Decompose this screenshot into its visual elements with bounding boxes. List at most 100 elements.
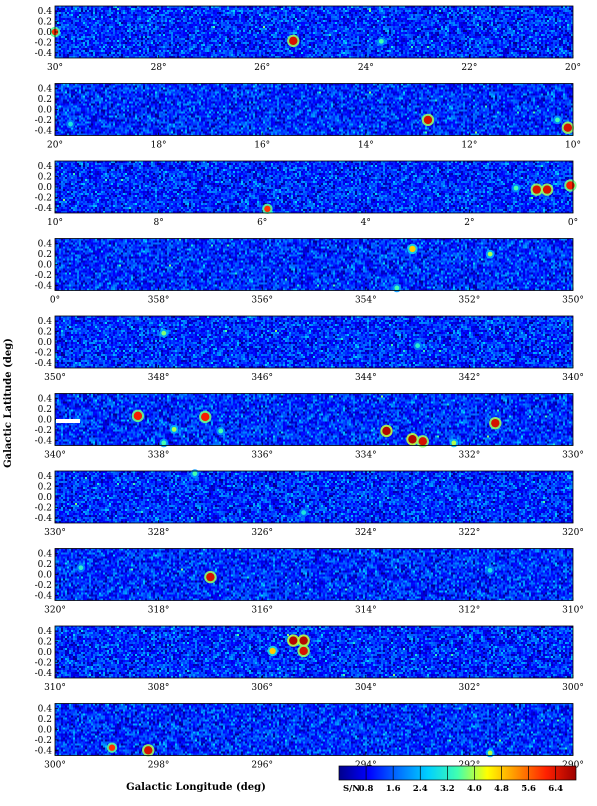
source-peak xyxy=(192,471,198,476)
x-tick-label: 294° xyxy=(355,761,377,771)
x-tick-label: 0° xyxy=(568,218,578,228)
noise-map xyxy=(55,161,573,213)
y-tick-label: -0.4 xyxy=(35,591,53,601)
y-tick-label: 0.4 xyxy=(38,705,53,715)
x-tick-label: 8° xyxy=(153,218,163,228)
noise-map xyxy=(55,238,573,291)
x-tick-label: 336° xyxy=(251,451,273,461)
x-tick-label: 10° xyxy=(565,141,581,151)
source-peak xyxy=(68,121,73,127)
y-tick-label: 0.4 xyxy=(38,240,53,250)
x-tick-label: 330° xyxy=(562,451,584,461)
y-tick-label: 0.0 xyxy=(38,648,53,658)
y-tick-label: 0.0 xyxy=(38,416,53,426)
colorbar-tick-label: 0.8 xyxy=(359,784,374,794)
colorbar-tick-label: 4.0 xyxy=(467,784,482,794)
source-peak xyxy=(264,205,271,213)
y-tick-label: -0.4 xyxy=(35,49,53,59)
source-peak xyxy=(415,343,420,349)
x-tick-label: 358° xyxy=(148,296,170,306)
source-peak xyxy=(144,746,153,755)
source-peak xyxy=(408,435,417,444)
x-tick-label: 348° xyxy=(148,373,170,383)
y-tick-label: 0.4 xyxy=(38,627,53,637)
x-tick-label: 324° xyxy=(355,528,377,538)
y-tick-label: -0.4 xyxy=(35,126,53,136)
source-peak xyxy=(299,636,308,645)
y-tick-label: -0.4 xyxy=(35,359,53,369)
source-peak xyxy=(423,115,433,125)
y-tick-label: 0.2 xyxy=(38,638,52,648)
y-tick-label: -0.4 xyxy=(35,669,53,679)
y-tick-label: -0.4 xyxy=(35,746,53,756)
y-tick-label: 0.0 xyxy=(38,261,53,271)
y-tick-label: 0.4 xyxy=(38,7,53,17)
source-peak xyxy=(513,185,519,191)
x-tick-label: 350° xyxy=(562,296,584,306)
source-peak xyxy=(299,646,308,656)
x-tick-label: 26° xyxy=(254,63,270,73)
x-tick-label: 18° xyxy=(151,141,167,151)
y-tick-label: -0.4 xyxy=(35,436,53,446)
x-tick-label: 300° xyxy=(562,683,584,693)
noise-map xyxy=(55,548,573,601)
source-peak xyxy=(394,285,400,291)
x-tick-label: 24° xyxy=(358,63,374,73)
source-peak xyxy=(161,330,167,336)
y-tick-label: -0.2 xyxy=(35,116,52,126)
x-tick-label: 16° xyxy=(254,141,270,151)
panel-5: 0.40.20.0-0.2-0.4 350° 348° 346° 344° 342° 340… xyxy=(35,315,584,383)
x-tick-label: 338° xyxy=(148,451,170,461)
source-peak xyxy=(418,437,427,446)
x-tick-label: 300° xyxy=(44,761,66,771)
y-tick-label: 0.4 xyxy=(38,472,53,482)
source-peak xyxy=(161,440,167,446)
y-tick-label: 0.4 xyxy=(38,317,53,327)
colorbar-tick-label: 1.6 xyxy=(386,784,401,794)
panel-8: 0.40.20.0-0.2-0.4 320° 318° 316° 314° 312° 310… xyxy=(35,548,584,616)
x-tick-label: 302° xyxy=(459,683,481,693)
y-tick-label: 0.4 xyxy=(38,550,53,560)
source-peak xyxy=(269,647,276,655)
source-peak xyxy=(171,426,177,432)
y-tick-label: 0.4 xyxy=(38,395,53,405)
y-tick-label: 0.0 xyxy=(38,571,53,581)
source-peak xyxy=(487,567,493,573)
source-peak xyxy=(206,572,215,582)
panel-4: 0.40.20.0-0.2-0.4 0° 358° 356° 354° 352° 350° xyxy=(35,238,584,306)
x-tick-label: 310° xyxy=(562,606,584,616)
x-tick-label: 6° xyxy=(257,218,267,228)
x-tick-label: 22° xyxy=(461,63,477,73)
x-tick-label: 290° xyxy=(562,761,584,771)
x-tick-label: 310° xyxy=(44,683,66,693)
colorbar-title: S/N xyxy=(343,784,360,794)
strip-panels: 0.40.20.0-0.2-0.430° 28° 26° 24° 22° 20°0.40.… xyxy=(35,5,584,771)
noise-map xyxy=(55,703,573,756)
x-tick-label: 346° xyxy=(251,373,273,383)
x-tick-label: 296° xyxy=(251,761,273,771)
x-tick-label: 314° xyxy=(355,606,377,616)
y-tick-label: -0.2 xyxy=(35,271,52,281)
x-tick-label: 20° xyxy=(47,141,63,151)
x-tick-label: 318° xyxy=(148,606,170,616)
colorbar-tick-label: 2.4 xyxy=(413,784,428,794)
x-tick-label: 350° xyxy=(44,373,66,383)
y-tick-label: 0.2 xyxy=(38,95,52,105)
y-tick-label: -0.2 xyxy=(35,426,52,436)
y-tick-label: -0.2 xyxy=(35,658,52,668)
y-tick-label: -0.2 xyxy=(35,736,52,746)
source-peak xyxy=(218,428,224,434)
x-tick-label: 322° xyxy=(459,528,481,538)
y-tick-label: -0.2 xyxy=(35,38,52,48)
x-axis-title: Galactic Longitude (deg) xyxy=(126,782,266,793)
panel-1: 0.40.20.0-0.2-0.4 30° 28° 26° 24° 22° 20° xyxy=(35,5,581,73)
source-peak xyxy=(487,251,493,257)
noise-map xyxy=(55,626,573,678)
colorbar-tick-label: 4.8 xyxy=(494,784,509,794)
panel-9: 0.40.20.0-0.2-0.4 310° 308° 306° 304° 302° 300… xyxy=(35,625,584,693)
source-peak xyxy=(566,181,575,190)
x-tick-label: 308° xyxy=(148,683,170,693)
x-tick-label: 330° xyxy=(44,528,66,538)
x-tick-label: 312° xyxy=(459,606,481,616)
y-tick-label: -0.2 xyxy=(35,193,52,203)
